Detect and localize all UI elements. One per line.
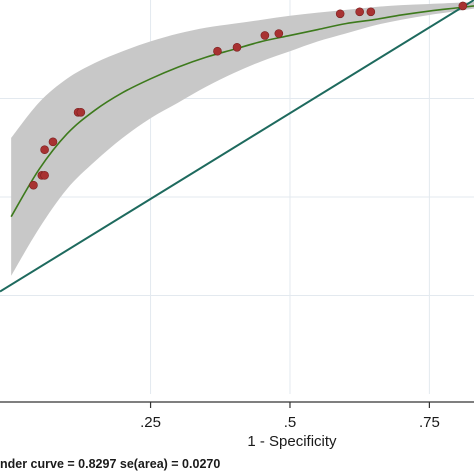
x-tick-label-2: .75	[419, 414, 440, 431]
data-point-4	[48, 137, 58, 147]
x-tick-label-1: .5	[284, 414, 297, 431]
x-axis-title: 1 - Specificity	[247, 433, 337, 450]
data-point-6	[76, 107, 86, 117]
roc-curve	[10, 5, 474, 218]
confidence-band-area	[11, 1, 474, 276]
data-point-12	[355, 7, 364, 17]
data-point-9	[260, 31, 270, 40]
data-point-13	[366, 7, 376, 17]
data-point-0	[29, 180, 38, 190]
reference-line	[0, 0, 474, 293]
series-lines	[0, 0, 474, 293]
x-axis: .25 .5 .75	[0, 401, 474, 431]
data-point-3	[40, 145, 49, 155]
data-points	[29, 1, 468, 190]
data-point-8	[232, 42, 242, 52]
confidence-band	[11, 1, 474, 276]
data-point-10	[274, 29, 284, 38]
data-point-7	[213, 46, 222, 56]
x-tick-label-0: .25	[140, 414, 161, 431]
area-footnote: nder curve = 0.8297 se(area) = 0.0270	[0, 457, 220, 471]
data-point-14	[458, 1, 468, 11]
data-point-2	[40, 171, 49, 180]
data-point-11	[335, 9, 345, 19]
